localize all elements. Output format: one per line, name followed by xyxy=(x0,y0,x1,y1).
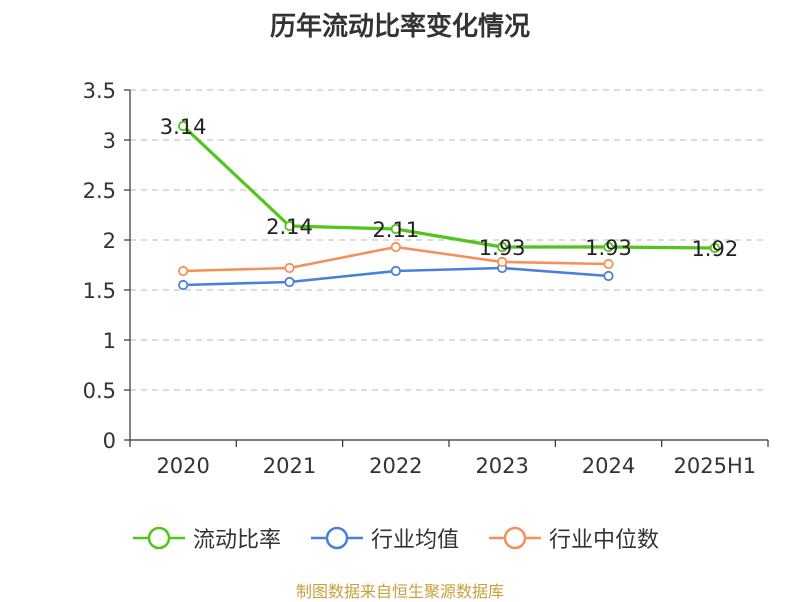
data-label: 1.92 xyxy=(691,237,738,261)
y-tick-label: 1.5 xyxy=(83,279,116,303)
data-point xyxy=(284,276,295,288)
y-tick-label: 0.5 xyxy=(83,379,116,403)
data-label: 1.93 xyxy=(479,236,526,260)
data-point xyxy=(603,241,614,253)
x-tick-label: 2025H1 xyxy=(674,454,757,478)
data-label: 2.11 xyxy=(372,218,419,242)
y-tick-label: 0 xyxy=(103,429,116,453)
y-tick-label: 2 xyxy=(103,229,116,253)
legend-marker-industry-median xyxy=(489,526,541,550)
legend-item-industry-median[interactable]: 行业中位数 xyxy=(489,518,659,558)
legend-label-industry-median: 行业中位数 xyxy=(549,528,660,553)
x-tick-label: 2024 xyxy=(582,454,635,478)
data-point xyxy=(178,120,189,132)
y-tick-label: 1 xyxy=(103,329,116,353)
source-note: 制图数据来自恒生聚源数据库 xyxy=(295,582,504,601)
data-label: 1.93 xyxy=(585,236,632,260)
data-point xyxy=(390,223,401,235)
data-point xyxy=(709,242,720,254)
legend: 流动比率 行业均值 行业中位数 xyxy=(0,518,800,558)
y-tick-label: 3 xyxy=(103,129,116,153)
data-point xyxy=(178,279,189,291)
chart-title: 历年流动比率变化情况 xyxy=(269,12,530,42)
y-tick-label: 2.5 xyxy=(83,179,116,203)
legend-marker-industry-mean xyxy=(311,526,363,550)
x-tick-label: 2023 xyxy=(475,454,528,478)
y-tick-label: 3.5 xyxy=(83,79,116,103)
legend-marker-current-ratio xyxy=(133,526,185,550)
data-label: 2.14 xyxy=(266,215,313,239)
series-line xyxy=(182,124,715,250)
legend-label-current-ratio: 流动比率 xyxy=(193,528,282,553)
legend-item-current-ratio[interactable]: 流动比率 xyxy=(133,518,281,558)
x-tick-label: 2021 xyxy=(263,454,316,478)
x-tick-label: 2020 xyxy=(156,454,209,478)
data-label: 3.14 xyxy=(160,115,207,139)
data-point xyxy=(497,256,508,268)
data-point xyxy=(284,262,295,274)
data-point xyxy=(497,241,508,253)
data-point xyxy=(603,270,614,282)
data-point xyxy=(603,258,614,270)
data-point xyxy=(390,265,401,277)
legend-item-industry-mean[interactable]: 行业均值 xyxy=(311,518,459,558)
data-point xyxy=(390,241,401,253)
data-point xyxy=(178,265,189,277)
x-tick-label: 2022 xyxy=(369,454,422,478)
legend-label-industry-mean: 行业均值 xyxy=(371,528,460,553)
data-point xyxy=(284,220,295,232)
